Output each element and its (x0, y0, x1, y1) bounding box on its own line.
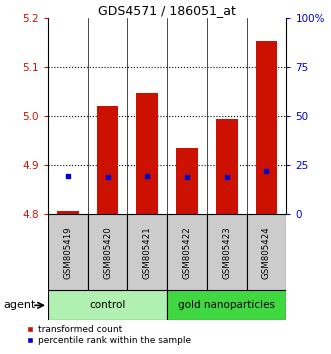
Bar (57, 211, 79, 214)
FancyBboxPatch shape (167, 214, 207, 290)
FancyBboxPatch shape (48, 214, 88, 290)
Text: gold nanoparticles: gold nanoparticles (178, 300, 275, 310)
Bar (136, 93, 158, 214)
Bar (216, 119, 238, 214)
FancyBboxPatch shape (88, 214, 127, 290)
FancyBboxPatch shape (167, 290, 286, 320)
Text: GSM805421: GSM805421 (143, 226, 152, 279)
Text: GSM805420: GSM805420 (103, 226, 112, 279)
Text: GSM805419: GSM805419 (63, 226, 72, 279)
Bar (97, 106, 118, 214)
Title: GDS4571 / 186051_at: GDS4571 / 186051_at (98, 4, 236, 17)
Text: control: control (89, 300, 126, 310)
FancyBboxPatch shape (48, 290, 167, 320)
Text: GSM805424: GSM805424 (262, 226, 271, 279)
Text: agent: agent (3, 300, 36, 310)
Bar (256, 41, 277, 214)
FancyBboxPatch shape (247, 214, 286, 290)
FancyBboxPatch shape (127, 214, 167, 290)
Text: GSM805423: GSM805423 (222, 226, 231, 279)
Text: GSM805422: GSM805422 (182, 226, 192, 279)
Bar (176, 148, 198, 214)
Legend: transformed count, percentile rank within the sample: transformed count, percentile rank withi… (26, 325, 191, 345)
FancyBboxPatch shape (207, 214, 247, 290)
